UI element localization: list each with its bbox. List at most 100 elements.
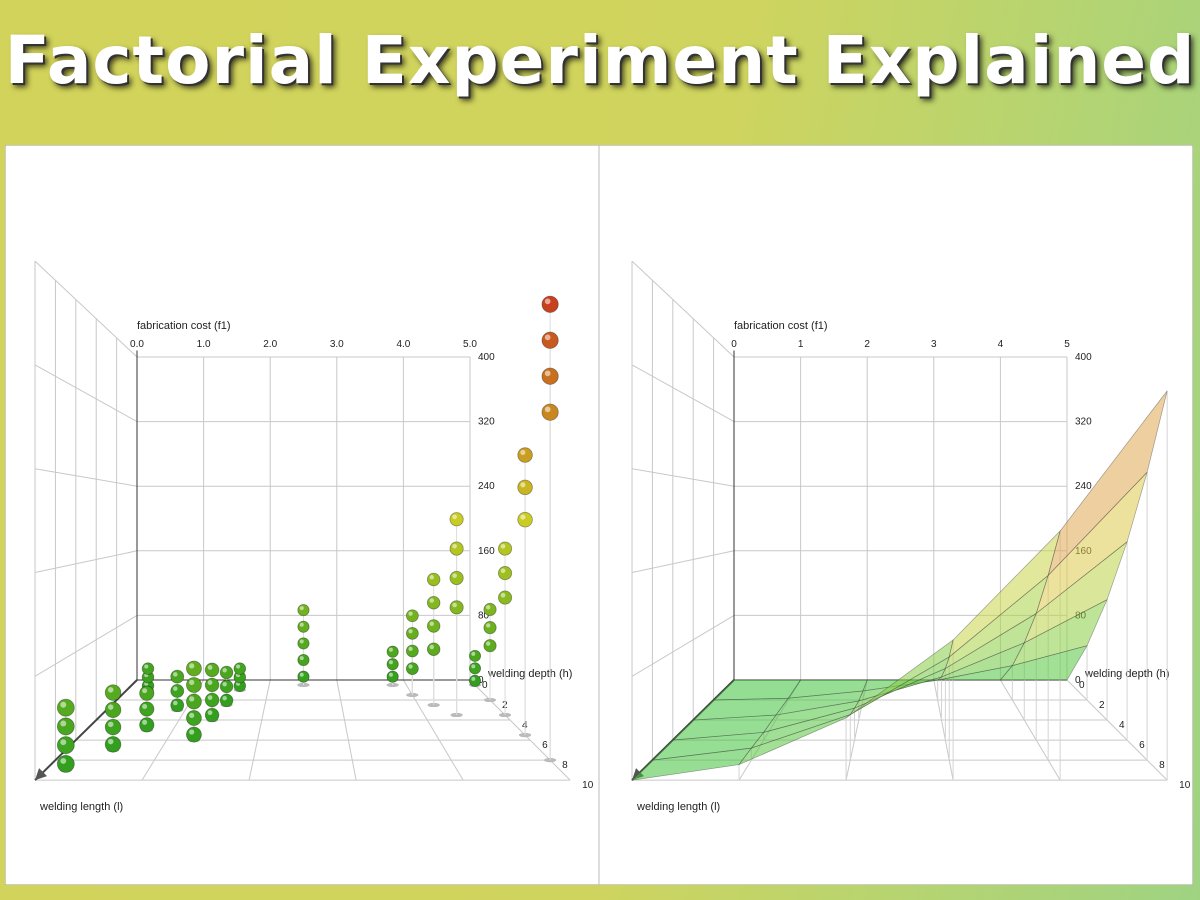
data-point xyxy=(170,684,185,698)
data-point xyxy=(468,649,482,662)
data-point xyxy=(541,403,559,421)
x-tick-label: 0.0 xyxy=(130,339,144,350)
sphere-highlight xyxy=(173,700,178,706)
data-point xyxy=(297,620,310,633)
sphere-highlight xyxy=(429,575,434,580)
z-tick-label: 6 xyxy=(1139,740,1145,751)
sphere-highlight xyxy=(107,687,114,693)
data-point xyxy=(56,717,75,736)
data-point xyxy=(468,662,482,675)
data-point xyxy=(297,637,310,650)
sphere-highlight xyxy=(299,639,304,644)
sphere-highlight xyxy=(299,656,304,661)
data-point xyxy=(186,677,202,693)
surface-patch xyxy=(1047,390,1168,576)
y-tick-label: 240 xyxy=(1075,481,1092,492)
sphere-highlight xyxy=(299,606,304,611)
x-tick-label: 4.0 xyxy=(396,339,410,350)
data-point xyxy=(541,331,559,349)
z-axis-title: welding length (l) xyxy=(636,801,720,813)
data-point xyxy=(426,595,441,610)
z-tick-label: 4 xyxy=(1119,720,1125,731)
y-tick-label: 240 xyxy=(478,481,495,492)
data-point xyxy=(541,295,559,313)
data-point xyxy=(517,479,533,496)
sphere-highlight xyxy=(544,370,551,377)
sphere-highlight xyxy=(544,406,551,413)
sphere-highlight xyxy=(500,543,506,549)
x-tick-label: 1.0 xyxy=(197,339,211,350)
sphere-highlight xyxy=(207,695,213,700)
data-point xyxy=(204,677,220,693)
sphere-highlight xyxy=(452,573,457,578)
sphere-highlight xyxy=(207,665,213,670)
page-title: Factorial Experiment Explained xyxy=(4,22,1196,99)
data-point xyxy=(405,609,419,623)
sphere-highlight xyxy=(388,672,393,677)
data-point xyxy=(219,693,234,708)
z-tick-label: 6 xyxy=(542,740,548,751)
grid-line xyxy=(34,364,138,423)
data-point xyxy=(204,692,220,708)
data-point xyxy=(386,645,399,658)
sphere-highlight xyxy=(471,676,476,681)
x-tick-label: 4 xyxy=(998,339,1004,350)
sphere-highlight xyxy=(142,719,148,725)
grid-line xyxy=(34,260,138,358)
sphere-highlight xyxy=(388,647,393,652)
data-point xyxy=(541,367,559,385)
grid-line xyxy=(631,260,735,358)
data-point xyxy=(170,669,185,684)
sphere-highlight xyxy=(429,621,434,626)
y-axis-title: fabrication cost (f1) xyxy=(137,320,231,332)
y-tick-label: 320 xyxy=(478,417,495,428)
data-point xyxy=(219,679,234,694)
data-point xyxy=(468,674,482,687)
data-point xyxy=(139,701,155,717)
data-point xyxy=(170,698,185,713)
data-point xyxy=(449,570,464,586)
data-point xyxy=(517,511,533,528)
sphere-highlight xyxy=(486,605,491,610)
data-point xyxy=(497,566,513,581)
data-point xyxy=(233,662,247,675)
data-point xyxy=(497,541,513,556)
data-point xyxy=(449,512,464,527)
sphere-highlight xyxy=(189,663,195,669)
sphere-highlight xyxy=(471,664,476,669)
x-tick-label: 0 xyxy=(731,339,737,350)
grid-line xyxy=(933,679,954,781)
sphere-highlight xyxy=(173,672,178,677)
data-point xyxy=(56,754,75,773)
sphere-highlight xyxy=(486,623,491,628)
sphere-highlight xyxy=(107,738,114,745)
data-point xyxy=(141,662,155,675)
y-tick-label: 0 xyxy=(478,675,484,686)
sphere-highlight xyxy=(189,679,195,686)
x-tick-label: 5.0 xyxy=(463,339,477,350)
data-point xyxy=(517,447,533,463)
sphere-highlight xyxy=(500,568,506,574)
y-tick-label: 160 xyxy=(478,546,495,557)
sphere-highlight xyxy=(486,641,491,646)
sphere-highlight xyxy=(60,720,67,727)
sphere-highlight xyxy=(408,611,413,616)
z-tick-label: 10 xyxy=(1179,780,1191,791)
sphere-highlight xyxy=(452,602,457,608)
y-tick-label: 400 xyxy=(478,352,495,363)
data-point xyxy=(219,665,234,680)
data-point xyxy=(297,670,310,683)
sphere-highlight xyxy=(142,688,148,694)
sphere-highlight xyxy=(107,721,114,728)
z-tick-label: 8 xyxy=(1159,760,1165,771)
data-point xyxy=(483,639,497,653)
data-point xyxy=(186,693,202,710)
sphere-highlight xyxy=(222,668,227,673)
grid-line xyxy=(336,679,357,781)
sphere-highlight xyxy=(429,598,434,603)
z-tick-label: 0 xyxy=(482,680,488,691)
x-tick-label: 2 xyxy=(864,339,870,350)
x-tick-label: 2.0 xyxy=(263,339,277,350)
z-tick-label: 0 xyxy=(1079,680,1085,691)
sphere-highlight xyxy=(408,664,413,669)
